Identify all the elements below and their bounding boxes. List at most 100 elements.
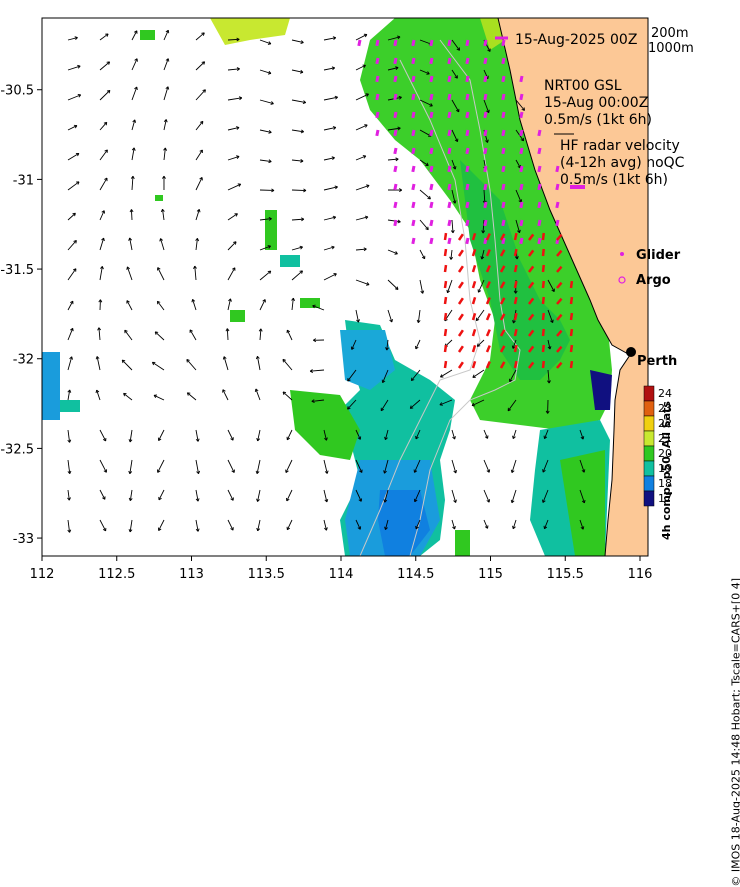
radar-vector <box>431 148 432 154</box>
radar-vector <box>431 238 432 244</box>
radar-vector <box>539 148 540 154</box>
radar-vector <box>485 166 486 172</box>
radar-vector <box>395 94 396 100</box>
radar-vector <box>445 361 446 368</box>
radar-vector <box>413 76 414 82</box>
x-tick-label: 115 <box>478 567 503 582</box>
radar-vector <box>571 281 572 288</box>
model-arrow <box>131 209 132 220</box>
place-perth: Perth <box>637 354 677 369</box>
radar-vector <box>449 166 450 172</box>
radar-vector <box>449 94 450 100</box>
radar-vector <box>449 238 450 244</box>
isobath-1000m-label: 1000m <box>648 41 694 56</box>
radar-vector <box>467 166 468 172</box>
radar-vector <box>521 202 522 208</box>
x-tick-label: 114.5 <box>397 567 434 582</box>
radar-vector <box>503 112 504 118</box>
radar-vector <box>377 130 378 136</box>
y-tick-label: -32.5 <box>0 442 34 457</box>
radar-vector <box>413 238 414 244</box>
argo-legend-label: Argo <box>636 273 671 288</box>
radar-vector <box>467 238 468 244</box>
colorbar-swatch <box>644 446 654 461</box>
radar-vector <box>431 220 432 226</box>
model-arrow <box>228 39 239 40</box>
radar-vector <box>543 345 544 352</box>
radar-vector <box>515 249 516 256</box>
radar-vector <box>485 130 486 136</box>
radar-vector <box>521 238 522 244</box>
radar-vector <box>413 40 414 46</box>
x-tick-label: 116 <box>628 567 653 582</box>
radar-vector <box>543 313 544 320</box>
radar-vector <box>449 220 450 226</box>
radar-vector <box>543 297 544 304</box>
radar-vector <box>467 148 468 154</box>
radar-vector <box>557 202 558 208</box>
radar-vector <box>449 40 450 46</box>
radar-vector <box>431 112 432 118</box>
radar-vector <box>539 202 540 208</box>
radar-vector <box>359 40 360 46</box>
colorbar-swatch <box>644 401 654 416</box>
glider-legend-label: Glider <box>636 248 681 263</box>
radar-vector <box>395 220 396 226</box>
radar-vector <box>445 249 446 256</box>
radar-vector <box>467 202 468 208</box>
model-name: NRT00 GSL <box>544 78 622 94</box>
radar-vector <box>449 184 450 190</box>
radar-vector <box>543 361 544 368</box>
y-tick-label: -31.5 <box>0 263 34 278</box>
radar-vector <box>521 148 522 154</box>
radar-vector <box>395 58 396 64</box>
radar-vector <box>539 184 540 190</box>
radar-vector <box>431 58 432 64</box>
radar-vector <box>445 281 446 288</box>
radar-vector <box>485 40 486 46</box>
radar-vector <box>445 297 446 304</box>
radar-vector <box>445 233 446 240</box>
radar-vector <box>395 130 396 136</box>
radar-vector <box>557 220 558 226</box>
radar-vector <box>521 184 522 190</box>
radar-vector <box>485 220 486 226</box>
x-tick-label: 114 <box>329 567 354 582</box>
radar-vector <box>503 148 504 154</box>
radar-vector <box>571 313 572 320</box>
model-scale: 0.5m/s (1kt 6h) <box>544 112 652 128</box>
radar-vector <box>503 184 504 190</box>
radar-vector <box>521 94 522 100</box>
radar-vector <box>431 166 432 172</box>
x-tick-label: 113 <box>179 567 204 582</box>
radar-vector <box>395 148 396 154</box>
model-arrow <box>292 190 306 191</box>
x-tick-label: 113.5 <box>248 567 285 582</box>
colorbar-title: 4h comp, p50, All Sats <box>660 401 673 540</box>
radar-vector <box>485 148 486 154</box>
map-date: 15-Aug-2025 00Z <box>515 32 637 48</box>
radar-vector <box>467 76 468 82</box>
radar-vector <box>571 345 572 352</box>
radar-vector <box>539 220 540 226</box>
radar-vector <box>431 40 432 46</box>
radar-vector <box>413 202 414 208</box>
radar-vector <box>571 329 572 336</box>
radar-vector <box>515 297 516 304</box>
radar-vector <box>557 184 558 190</box>
radar-vector <box>467 220 468 226</box>
colorbar-swatch <box>644 491 654 506</box>
radar-vector <box>485 238 486 244</box>
radar-vector <box>503 166 504 172</box>
radar-vector <box>503 76 504 82</box>
radar-vector <box>503 202 504 208</box>
radar-vector <box>395 76 396 82</box>
radar-vector <box>521 166 522 172</box>
radar-vector <box>539 130 540 136</box>
radar-vector <box>413 220 414 226</box>
radar-vector <box>467 184 468 190</box>
radar-vector <box>485 184 486 190</box>
radar-vector <box>395 112 396 118</box>
radar-vector <box>515 329 516 336</box>
